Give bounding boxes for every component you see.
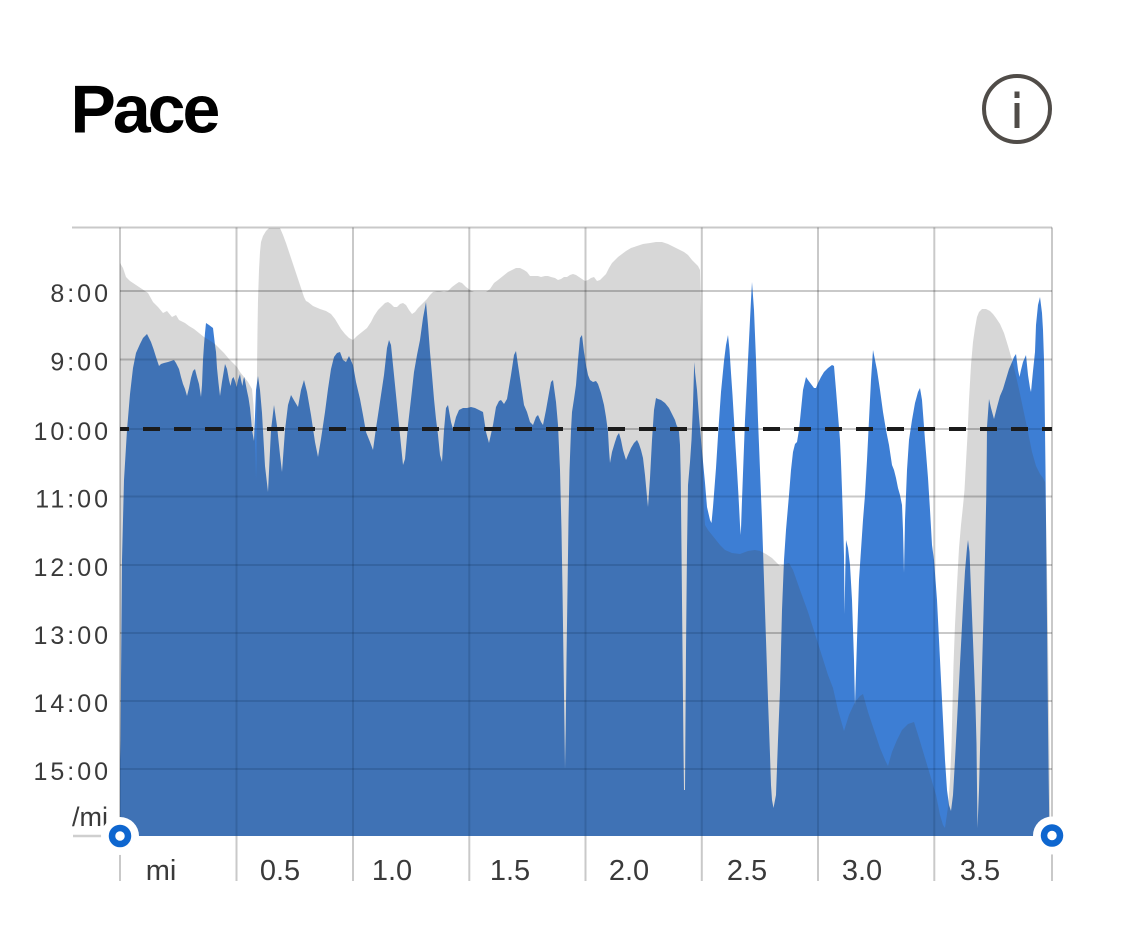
svg-text:3.0: 3.0 (842, 855, 882, 887)
svg-text:1.0: 1.0 (372, 855, 412, 887)
svg-text:15:00: 15:00 (33, 758, 111, 786)
svg-text:10:00: 10:00 (33, 418, 111, 446)
svg-text:Pace: Pace (71, 72, 219, 148)
svg-text:2.0: 2.0 (609, 855, 649, 887)
svg-text:0.5: 0.5 (260, 855, 300, 887)
svg-text:/mi: /mi (72, 802, 108, 832)
svg-text:12:00: 12:00 (33, 554, 111, 582)
svg-text:14:00: 14:00 (33, 690, 111, 718)
svg-text:11:00: 11:00 (35, 486, 111, 514)
svg-text:mi: mi (146, 855, 177, 887)
svg-text:9:00: 9:00 (50, 349, 111, 377)
svg-text:1.5: 1.5 (490, 855, 530, 887)
svg-text:3.5: 3.5 (960, 855, 1000, 887)
svg-text:8:00: 8:00 (50, 280, 111, 308)
svg-text:13:00: 13:00 (33, 622, 111, 650)
svg-text:2.5: 2.5 (727, 855, 767, 887)
